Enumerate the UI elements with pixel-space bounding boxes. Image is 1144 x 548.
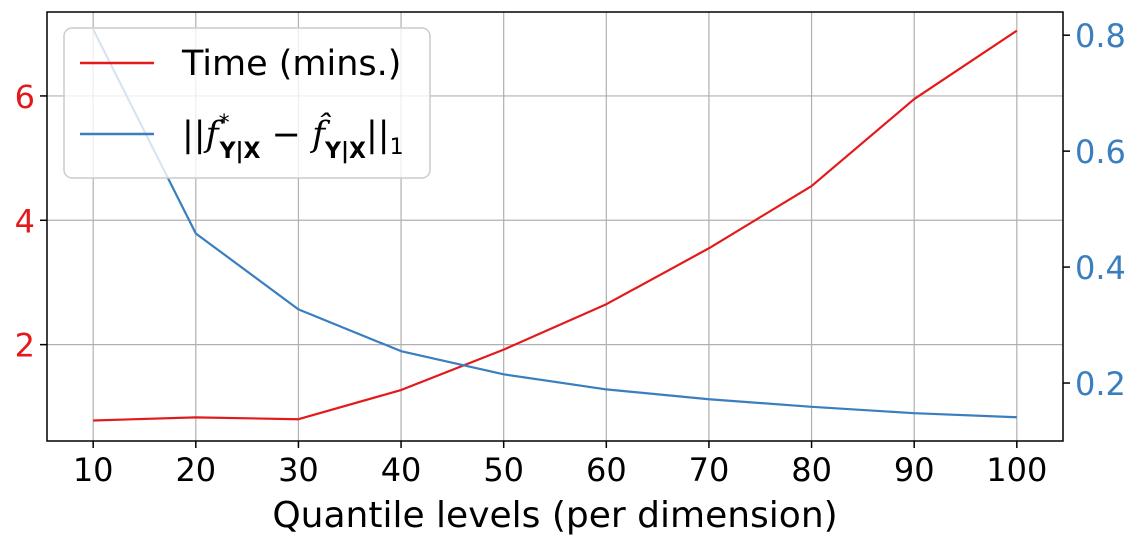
x-tick-label: 40 (381, 451, 422, 489)
x-tick-label: 90 (894, 451, 935, 489)
x-tick-label: 10 (73, 451, 114, 489)
plot-frame (46, 11, 1064, 442)
x-tick-label: 50 (483, 451, 524, 489)
x-tick-label: 20 (175, 451, 216, 489)
legend: Time (mins.) ||f* Y|X − f̂Y|X||1 (63, 27, 431, 179)
right-y-tick-label: 0.2 (1075, 365, 1126, 403)
right-y-tick-label: 0.8 (1075, 17, 1126, 55)
axes: 10 20 30 40 50 60 70 80 90 100 2 4 6 0.2 0.4 0.6 0.8 (15, 17, 1126, 489)
left-y-tick-label: 4 (15, 202, 35, 240)
x-tick-label: 80 (791, 451, 832, 489)
error-series-line (92, 28, 1017, 419)
x-tick-label: 60 (586, 451, 627, 489)
left-y-tick-label: 6 (15, 78, 35, 116)
time-series-line (93, 29, 1018, 422)
legend-time-label: Time (mins.) (181, 44, 401, 84)
x-tick-label: 30 (278, 451, 319, 489)
x-axis-label: Quantile levels (per dimension) (272, 495, 837, 536)
right-y-tick-label: 0.6 (1075, 133, 1126, 171)
x-tick-label: 100 (986, 451, 1047, 489)
right-y-tick-label: 0.4 (1075, 249, 1126, 287)
legend-error-label: ||f* Y|X − f̂Y|X||1 (182, 111, 404, 164)
legend-box (63, 27, 431, 179)
svg-text:||f*Y|X − f̂Y|X||1: ||f* Y|X − f̂Y|X||1 (182, 111, 404, 164)
left-y-tick-label: 2 (15, 327, 35, 365)
series-layer (92, 28, 1018, 422)
x-tick-label: 70 (689, 451, 730, 489)
